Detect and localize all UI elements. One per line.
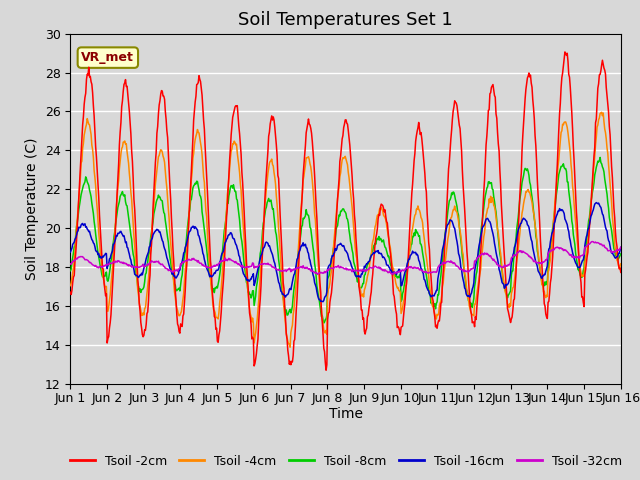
Legend: Tsoil -2cm, Tsoil -4cm, Tsoil -8cm, Tsoil -16cm, Tsoil -32cm: Tsoil -2cm, Tsoil -4cm, Tsoil -8cm, Tsoi… [65, 450, 627, 473]
Y-axis label: Soil Temperature (C): Soil Temperature (C) [25, 138, 39, 280]
Text: VR_met: VR_met [81, 51, 134, 64]
X-axis label: Time: Time [328, 408, 363, 421]
Title: Soil Temperatures Set 1: Soil Temperatures Set 1 [238, 11, 453, 29]
